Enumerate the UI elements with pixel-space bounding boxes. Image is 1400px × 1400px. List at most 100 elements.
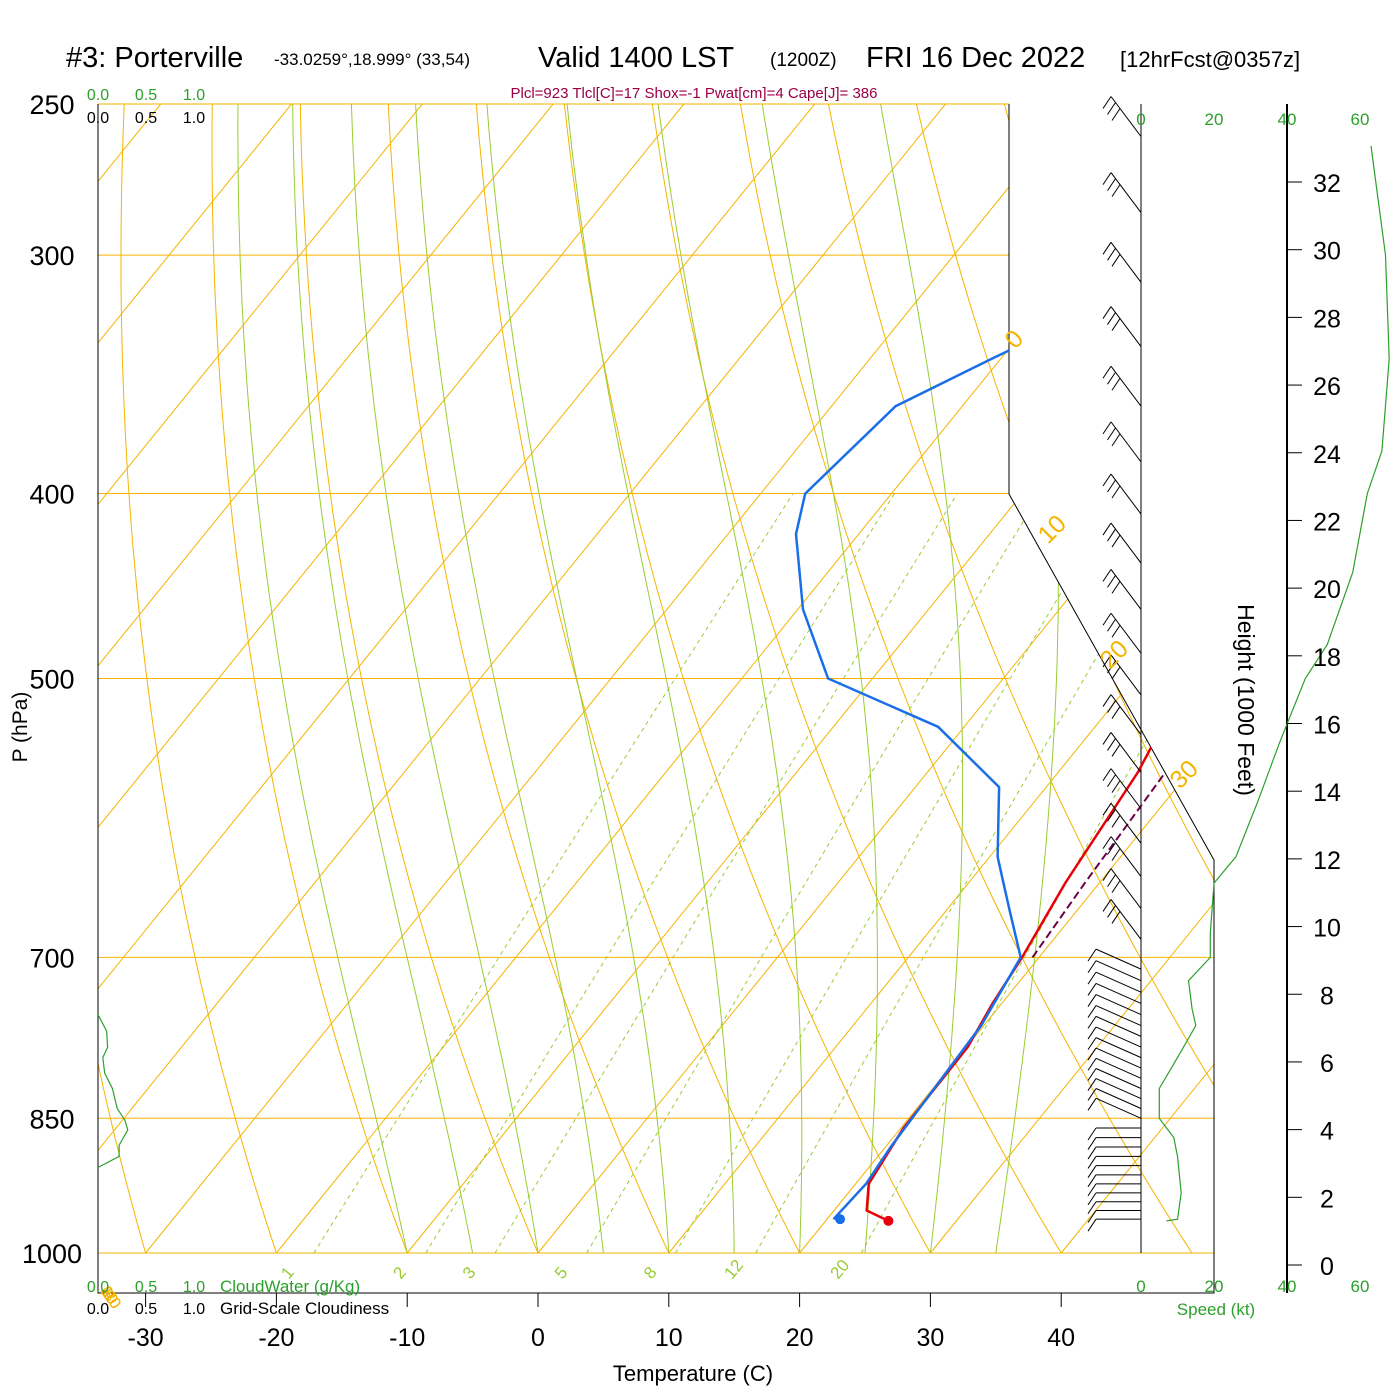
wind-barb-flag xyxy=(1102,899,1112,912)
moist-adiabat xyxy=(350,104,539,1254)
wind-barb-flag xyxy=(1111,108,1121,121)
wind-barb-flag xyxy=(1111,485,1121,499)
cloudiness-tick-top: 0.0 xyxy=(87,110,109,127)
wind-barb-flag xyxy=(1111,254,1121,267)
temperature-tick-label: 20 xyxy=(786,1324,814,1352)
isotherm-label-right: 30 xyxy=(1164,755,1203,794)
wind-barb-flag xyxy=(1111,780,1121,793)
cloudiness-tick-bottom: 1.0 xyxy=(183,1301,205,1318)
wind-barb xyxy=(1110,365,1142,407)
wind-barb-flag xyxy=(1087,1165,1097,1178)
wind-barb-flag xyxy=(1087,971,1097,985)
wind-barb-flag xyxy=(1107,528,1116,542)
parcel-info: Plcl=923 Tlcl[C]=17 Shox=-1 Pwat[cm]=4 C… xyxy=(510,85,877,102)
dewpoint-profile xyxy=(794,144,1214,1221)
pressure-tick-label: 400 xyxy=(29,480,74,510)
wind-barb-flag xyxy=(1111,433,1121,447)
wind-barb xyxy=(1110,868,1142,909)
wind-speed-profile xyxy=(1158,145,1390,1222)
wind-barb-flag xyxy=(1087,1174,1097,1188)
dry-adiabat xyxy=(120,104,277,1254)
wind-barb-flag xyxy=(1087,983,1097,996)
height-tick-label: 32 xyxy=(1313,170,1341,198)
dry-adiabat xyxy=(563,104,931,1254)
cloudwater-tick-top: 1.0 xyxy=(183,87,205,104)
wind-barb xyxy=(1110,522,1142,564)
moist-adiabat xyxy=(657,104,803,1254)
wind-barb xyxy=(1095,948,1142,970)
wind-barb xyxy=(1110,836,1142,877)
wind-barb-flag xyxy=(1087,1088,1097,1101)
wind-barb-flag xyxy=(1107,248,1116,261)
mixing-ratio-line xyxy=(755,493,1193,1254)
wind-barb xyxy=(1110,732,1142,773)
wind-barb-flag xyxy=(1087,1068,1097,1081)
wind-barb-flag xyxy=(1111,911,1121,924)
cloud-water-line xyxy=(97,1014,129,1169)
cloud-water-profile xyxy=(97,1014,129,1169)
wind-barb-flag xyxy=(1102,654,1112,668)
wind-barb-flag xyxy=(1107,700,1116,713)
wind-barb-flag xyxy=(1102,768,1112,781)
wind-barb xyxy=(1110,241,1142,283)
y-axis-title: P (hPa) xyxy=(9,692,32,763)
wind-barb-flag xyxy=(1107,618,1116,632)
wind-barb xyxy=(1095,1078,1142,1100)
wind-barb xyxy=(1095,1088,1142,1109)
dry-adiabat xyxy=(827,104,1214,1254)
wind-barb-flag xyxy=(1087,1058,1097,1071)
wind-barb-flag xyxy=(1111,377,1121,391)
height-tick-label: 30 xyxy=(1313,238,1341,266)
wind-barb-flag xyxy=(1107,660,1116,674)
wind-barb xyxy=(1095,1068,1142,1089)
height-axis-title: Height (1000 Feet) xyxy=(1233,604,1259,796)
dry-adiabat xyxy=(211,104,408,1254)
temperature-tick-label: -30 xyxy=(128,1324,164,1352)
mixing-ratio-label: 8 xyxy=(640,1263,661,1282)
wind-barb xyxy=(1110,899,1142,940)
dry-adiabat xyxy=(739,104,1193,1254)
isotherm-line xyxy=(0,104,30,1253)
wind-barbs xyxy=(1087,96,1142,1232)
pressure-tick-label: 300 xyxy=(29,241,74,271)
wind-barb-flag xyxy=(1107,575,1116,588)
wind-barb-flag xyxy=(1102,242,1112,255)
wind-barb xyxy=(1110,306,1142,347)
wind-barb xyxy=(1095,1037,1142,1059)
surface-dewpoint-marker xyxy=(835,1214,846,1225)
height-tick-label: 14 xyxy=(1313,779,1341,807)
speed-tick-bottom: 20 xyxy=(1205,1277,1224,1296)
valid-time: Valid 1400 LST xyxy=(538,42,735,74)
pressure-tick-label: 700 xyxy=(29,943,74,973)
wind-barb-flag xyxy=(1107,905,1116,918)
height-tick-label: 2 xyxy=(1320,1185,1334,1213)
wind-barb-flag xyxy=(1102,96,1112,109)
wind-barb-flag xyxy=(1087,1037,1097,1050)
wind-barb xyxy=(1110,654,1142,696)
cloudwater-tick-top: 0.5 xyxy=(135,87,157,104)
wind-barb-flag xyxy=(1087,1156,1097,1169)
temperature-tick-label: 10 xyxy=(655,1324,683,1352)
wind-barb-flag xyxy=(1102,868,1112,881)
wind-barb-flag xyxy=(1087,994,1097,1007)
moist-adiabat xyxy=(486,104,670,1254)
wind-barb-flag xyxy=(1087,1218,1097,1232)
wind-barb-flag xyxy=(1107,371,1116,385)
wind-barb xyxy=(1095,971,1142,993)
station-coords: -33.0259°,18.999° (33,54) xyxy=(274,50,471,69)
wind-barb-flag xyxy=(1087,1137,1097,1150)
speed-tick-top: 0 xyxy=(1136,110,1145,129)
dry-adiabat xyxy=(1269,104,1400,1253)
wind-barb-flag xyxy=(1087,1047,1097,1061)
axis-labels: 1 2 3 5 8 12 202503004005007008501000-30-20-10… xyxy=(9,87,1369,1386)
wind-barb xyxy=(1110,803,1142,844)
mixing-ratio-label: 5 xyxy=(551,1263,572,1282)
moist-adiabat xyxy=(292,104,474,1254)
speed-tick-bottom: 0 xyxy=(1136,1277,1145,1296)
wind-barb-flag xyxy=(1102,365,1112,379)
speed-axis-title: Speed (kt) xyxy=(1177,1300,1255,1319)
wind-barb xyxy=(1110,172,1142,213)
wind-barb xyxy=(1110,694,1142,735)
cloudwater-tick-bottom: 0.0 xyxy=(87,1279,109,1296)
height-tick-label: 8 xyxy=(1320,982,1334,1010)
